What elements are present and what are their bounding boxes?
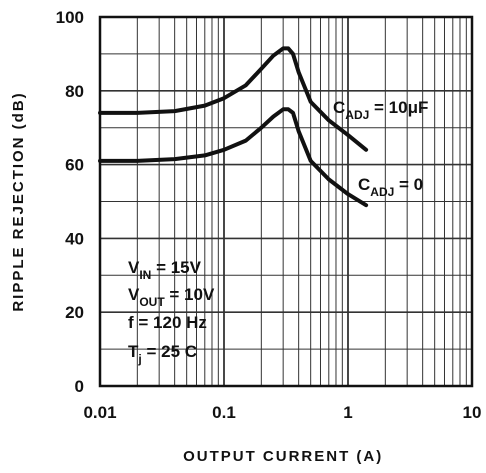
series-label-main: C [358,175,370,194]
y-tick-label: 60 [65,156,84,175]
series-label-sub: ADJ [370,185,394,199]
condition-rest: = 25 C [142,342,197,361]
condition-line-2: VOUT = 10V [128,285,215,309]
x-tick-label: 1 [343,403,352,422]
condition-sub: j [137,352,141,366]
y-tick-label: 80 [65,82,84,101]
condition-line-3: f = 120 Hz [128,313,207,332]
grid [99,17,472,386]
condition-main: f = 120 Hz [128,313,207,332]
condition-sub: IN [139,268,151,282]
condition-main: T [128,342,139,361]
plot-frame [98,15,474,388]
y-axis-title: RIPPLE REJECTION (dB) [10,91,27,311]
series-label-rest: = 10μF [369,98,428,117]
tick-labels: 0 20 40 60 80 100 0.01 0.1 1 10 [56,8,482,422]
series-label-sub: ADJ [345,108,369,122]
x-tick-label: 10 [463,403,482,422]
condition-line-4: Tj = 25 C [128,342,197,366]
series-label-2: CADJ = 0 [358,175,423,199]
series-group [98,46,369,208]
series-line-1 [98,46,369,152]
condition-sub: OUT [139,295,165,309]
y-tick-label: 100 [56,8,84,27]
y-tick-label: 40 [65,229,84,248]
x-tick-label: 0.01 [83,403,116,422]
condition-main: V [128,285,140,304]
condition-line-1: VIN = 15V [128,258,202,282]
y-tick-label: 20 [65,303,84,322]
x-axis-title: OUTPUT CURRENT (A) [183,448,383,465]
series-line-2 [98,107,369,208]
series-label-main: C [333,98,345,117]
condition-main: V [128,258,140,277]
y-tick-label: 0 [75,377,84,396]
x-tick-label: 0.1 [212,403,236,422]
condition-rest: = 10V [165,285,215,304]
series-label-rest: = 0 [394,175,423,194]
condition-rest: = 15V [151,258,201,277]
series-label-1: CADJ = 10μF [333,98,428,122]
